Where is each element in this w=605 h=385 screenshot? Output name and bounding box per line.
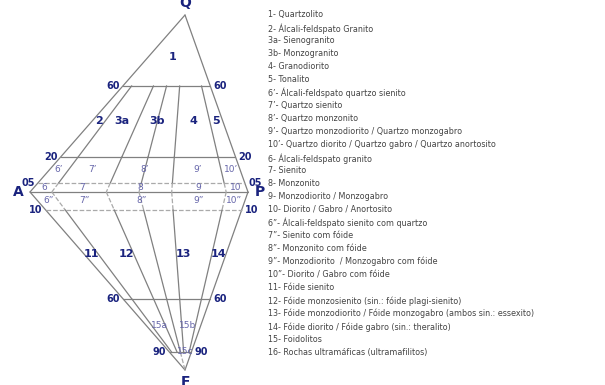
Text: 05: 05 (21, 178, 34, 188)
Text: 10: 10 (230, 183, 241, 192)
Text: 8: 8 (137, 183, 143, 192)
Text: 60: 60 (106, 81, 120, 91)
Text: 90: 90 (152, 347, 166, 357)
Text: 8’- Quartzo monzonito: 8’- Quartzo monzonito (268, 114, 358, 123)
Text: 15c: 15c (177, 348, 193, 357)
Text: 10: 10 (245, 205, 258, 215)
Text: 60: 60 (214, 81, 227, 91)
Text: 10”- Diorito / Gabro com fóide: 10”- Diorito / Gabro com fóide (268, 270, 390, 279)
Text: 4: 4 (189, 116, 197, 126)
Text: 8”- Monzonito com fóide: 8”- Monzonito com fóide (268, 244, 367, 253)
Text: P: P (255, 185, 265, 199)
Text: 7- Sienito: 7- Sienito (268, 166, 306, 175)
Text: 6”: 6” (43, 196, 53, 206)
Text: 7’- Quartzo sienito: 7’- Quartzo sienito (268, 101, 342, 110)
Text: 9”- Monzodiorito  / Monzogabro com fóide: 9”- Monzodiorito / Monzogabro com fóide (268, 257, 437, 266)
Text: 3a: 3a (114, 116, 129, 126)
Text: 9’: 9’ (193, 166, 201, 174)
Text: 7”: 7” (79, 196, 90, 206)
Text: F: F (180, 375, 190, 385)
Text: 13: 13 (175, 249, 191, 259)
Text: 10- Diorito / Gabro / Anortosito: 10- Diorito / Gabro / Anortosito (268, 205, 392, 214)
Text: 4- Granodiorito: 4- Granodiorito (268, 62, 329, 71)
Text: 20: 20 (238, 152, 252, 162)
Text: 20: 20 (44, 152, 57, 162)
Text: 5- Tonalito: 5- Tonalito (268, 75, 310, 84)
Text: 5: 5 (212, 116, 220, 126)
Text: A: A (13, 185, 24, 199)
Text: 3b: 3b (149, 116, 165, 126)
Text: 10’: 10’ (223, 166, 238, 174)
Text: 15b: 15b (178, 321, 196, 330)
Text: 15a: 15a (151, 321, 168, 330)
Text: 2: 2 (94, 116, 102, 126)
Text: 1: 1 (169, 52, 177, 62)
Text: 60: 60 (106, 294, 120, 304)
Text: 14: 14 (211, 249, 227, 259)
Text: 6’- Álcali-feldspato quartzo sienito: 6’- Álcali-feldspato quartzo sienito (268, 88, 406, 99)
Text: 8- Monzonito: 8- Monzonito (268, 179, 320, 188)
Text: 11: 11 (83, 249, 99, 259)
Text: 60: 60 (214, 294, 227, 304)
Text: 12: 12 (119, 249, 134, 259)
Text: 9: 9 (196, 183, 201, 192)
Text: 14- Fóide diorito / Fóide gabro (sin.: theralito): 14- Fóide diorito / Fóide gabro (sin.: t… (268, 322, 451, 331)
Text: 16- Rochas ultramáficas (ultramafilitos): 16- Rochas ultramáficas (ultramafilitos) (268, 348, 427, 357)
Text: 3a- Sienogranito: 3a- Sienogranito (268, 36, 335, 45)
Text: 11- Fóide sienito: 11- Fóide sienito (268, 283, 334, 292)
Text: 1- Quartzolito: 1- Quartzolito (268, 10, 323, 19)
Text: 9- Monzodiorito / Monzogabro: 9- Monzodiorito / Monzogabro (268, 192, 388, 201)
Text: 2- Álcali-feldspato Granito: 2- Álcali-feldspato Granito (268, 23, 373, 33)
Text: 15- Foidolitos: 15- Foidolitos (268, 335, 322, 344)
Text: 05: 05 (248, 178, 261, 188)
Text: 3b- Monzogranito: 3b- Monzogranito (268, 49, 339, 58)
Text: 10: 10 (29, 205, 42, 215)
Text: 6: 6 (42, 183, 47, 192)
Text: 6- Álcali-feldspato granito: 6- Álcali-feldspato granito (268, 153, 372, 164)
Text: 8”: 8” (136, 196, 146, 206)
Text: 12- Fóide monzosienito (sin.: fóide plagi-sienito): 12- Fóide monzosienito (sin.: fóide plag… (268, 296, 462, 306)
Text: 7’: 7’ (88, 166, 97, 174)
Text: 8’: 8’ (140, 166, 149, 174)
Text: 6’: 6’ (54, 166, 63, 174)
Text: 9”: 9” (193, 196, 203, 206)
Text: 13- Fóide monzodiorito / Fóide monzogabro (ambos sin.: essexito): 13- Fóide monzodiorito / Fóide monzogabr… (268, 309, 534, 318)
Text: 6”- Álcali-feldspato sienito com quartzo: 6”- Álcali-feldspato sienito com quartzo (268, 218, 427, 229)
Text: 10”: 10” (226, 196, 243, 206)
Text: 7: 7 (79, 183, 85, 192)
Text: 10’- Quartzo diorito / Quartzo gabro / Quartzo anortosito: 10’- Quartzo diorito / Quartzo gabro / Q… (268, 140, 496, 149)
Text: 9’- Quartzo monzodiorito / Quartzo monzogabro: 9’- Quartzo monzodiorito / Quartzo monzo… (268, 127, 462, 136)
Text: 7”- Sienito com fóide: 7”- Sienito com fóide (268, 231, 353, 240)
Text: 90: 90 (195, 347, 208, 357)
Text: Q: Q (179, 0, 191, 10)
